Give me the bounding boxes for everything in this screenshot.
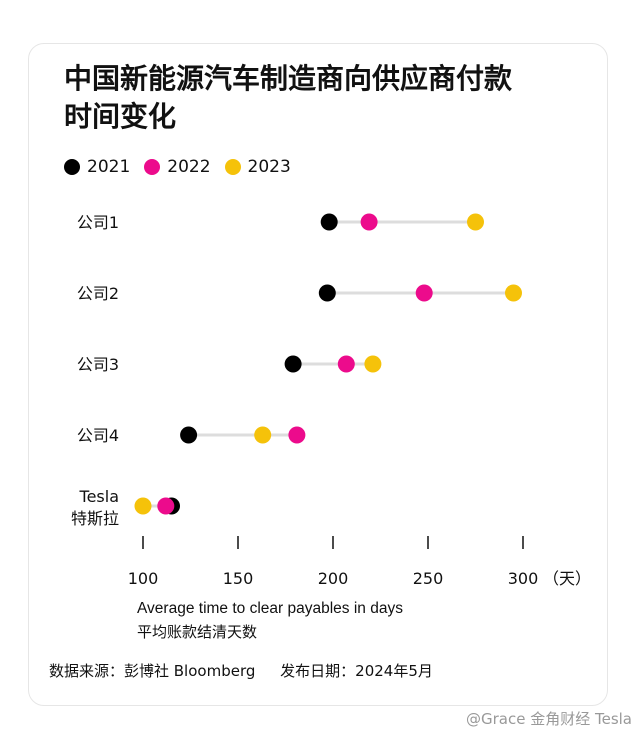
chart-title: 中国新能源汽车制造商向供应商付款 时间变化 <box>64 60 564 136</box>
x-tick-label: 200 <box>318 569 349 588</box>
x-tick-label: 100 <box>128 569 159 588</box>
dot-2021 <box>320 213 338 231</box>
footer: 数据来源：彭博社 Bloomberg 发布日期：2024年5月 <box>49 660 453 681</box>
title-line-1: 中国新能源汽车制造商向供应商付款 <box>64 62 513 95</box>
category-label: 公司3 <box>77 355 119 374</box>
legend-item-2022: 2022 <box>144 157 211 177</box>
dot-2022 <box>337 355 355 373</box>
dot-2023 <box>364 355 382 373</box>
legend-dot-2021 <box>64 159 80 175</box>
dot-2022 <box>288 426 306 444</box>
dot-2022 <box>360 213 378 231</box>
dot-2022 <box>157 497 175 515</box>
x-tick-label: 300 <box>508 569 539 588</box>
legend-label-2021: 2021 <box>87 157 131 177</box>
dot-2021 <box>284 355 302 373</box>
x-tick-label: 150 <box>223 569 254 588</box>
dot-2021 <box>180 426 198 444</box>
category-label: 公司4 <box>77 426 119 445</box>
watermark: @Grace 金角财经 Tesla <box>465 710 632 728</box>
legend-item-2021: 2021 <box>64 157 130 177</box>
source-text: 数据来源：彭博社 Bloomberg <box>49 662 256 680</box>
dot-2022 <box>415 284 433 302</box>
legend: 2021 2022 2023 <box>64 155 305 179</box>
category-label: 特斯拉 <box>71 509 119 528</box>
legend-dot-2022 <box>144 159 161 175</box>
legend-label-2023: 2023 <box>247 157 291 177</box>
category-label: Tesla <box>79 487 119 506</box>
dot-2023 <box>254 426 272 444</box>
title-line-2: 时间变化 <box>64 100 177 133</box>
legend-dot-2023 <box>224 159 241 175</box>
category-label: 公司2 <box>77 284 119 303</box>
dot-2021 <box>318 284 336 302</box>
x-tick-label: 250 <box>413 569 444 588</box>
dot-2023 <box>505 284 522 302</box>
category-label: 公司1 <box>77 213 119 232</box>
x-axis-title-zh: 平均账款结清天数 <box>137 623 257 641</box>
publish-date-text: 发布日期：2024年5月 <box>280 662 433 680</box>
dot-2023 <box>134 497 152 515</box>
x-unit-label: （天） <box>543 569 591 588</box>
x-axis-title: Average time to clear payables in days <box>137 600 403 617</box>
dot-2023 <box>467 213 484 231</box>
chart-card <box>28 43 608 706</box>
legend-item-2023: 2023 <box>224 157 291 177</box>
legend-label-2022: 2022 <box>167 157 211 177</box>
